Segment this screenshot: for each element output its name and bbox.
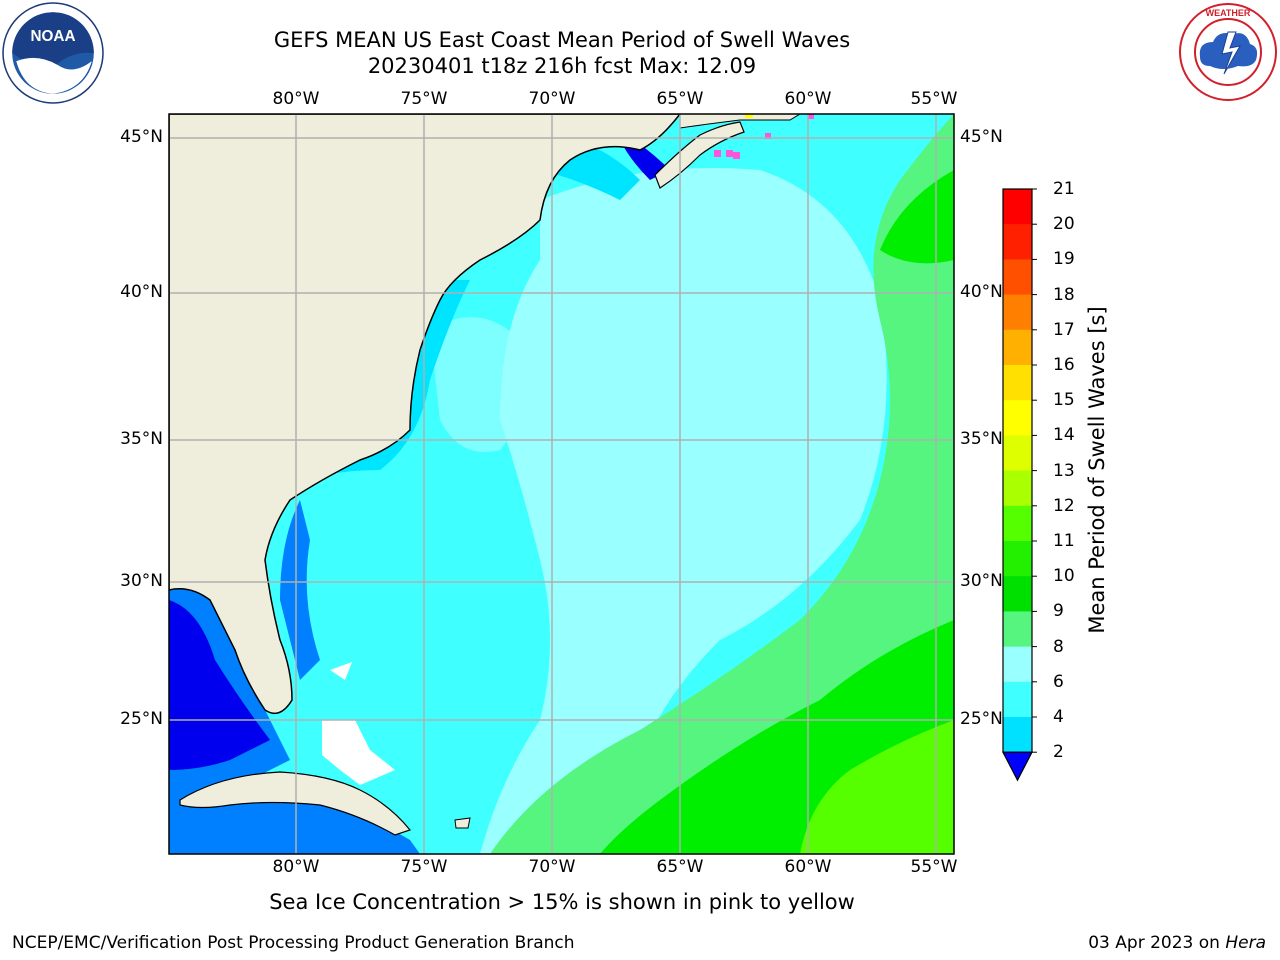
colorbar-segment: [1003, 435, 1032, 472]
colorbar-label: Mean Period of Swell Waves [s]: [1085, 306, 1109, 634]
colorbar-tick-label: 21: [1053, 179, 1075, 199]
colorbar-segment: [1003, 611, 1032, 648]
map-subtitle: 20230401 t18z 216h fcst Max: 12.09: [367, 54, 757, 78]
lat-label-right: 45°N: [960, 127, 1003, 147]
colorbar-segment: [1003, 329, 1032, 366]
footer-date-text: 03 Apr 2023 on: [1088, 933, 1226, 953]
lon-label-top: 75°W: [400, 89, 448, 109]
colorbar-segment: [1003, 365, 1032, 401]
bahamas-banks: [322, 720, 395, 785]
footer-date: 03 Apr 2023 on Hera: [1088, 933, 1266, 953]
lon-label-bottom: 75°W: [400, 857, 448, 877]
colorbar-tick-label: 8: [1053, 636, 1064, 657]
colorbar-segment: [1003, 646, 1032, 683]
colorbar-tick-label: 20: [1053, 214, 1075, 235]
lat-label-left: 45°N: [120, 127, 163, 147]
colorbar-tick-label: 9: [1053, 601, 1064, 622]
colorbar-segment: [1003, 400, 1032, 436]
colorbar-tick-label: 16: [1053, 355, 1075, 375]
colorbar-tick-label: 17: [1053, 319, 1075, 340]
sea-ice-note: Sea Ice Concentration > 15% is shown in …: [269, 890, 855, 914]
colorbar-segment: [1003, 259, 1032, 296]
lat-label-right: 25°N: [960, 709, 1003, 729]
colorbar-tick-label: 6: [1053, 671, 1064, 692]
noaa-logo-text: NOAA: [31, 28, 76, 45]
lat-label-right: 30°N: [960, 571, 1003, 591]
colorbar-tick-label: 14: [1053, 425, 1075, 446]
nws-logo: WEATHER: [1179, 3, 1277, 101]
lat-label-right: 40°N: [960, 282, 1003, 302]
map-title: GEFS MEAN US East Coast Mean Period of S…: [273, 28, 851, 52]
noaa-logo: NOAA: [2, 2, 104, 104]
colorbar-tick-label: 13: [1053, 460, 1075, 481]
lon-label-top: 55°W: [910, 89, 958, 109]
lon-label-top: 60°W: [784, 89, 832, 109]
colorbar-tick-label: 4: [1053, 707, 1064, 727]
lat-label-left: 40°N: [120, 282, 163, 302]
lat-label-left: 25°N: [120, 709, 163, 729]
land-cuba: [179, 771, 412, 836]
colorbar-segment: [1003, 189, 1032, 225]
green-light-region: [490, 114, 954, 854]
colorbar-segment: [1003, 541, 1032, 577]
colorbar-segment: [1003, 505, 1032, 542]
footer-producer: NCEP/EMC/Verification Post Processing Pr…: [12, 933, 575, 953]
colorbar-tick-label: 10: [1053, 566, 1075, 587]
lon-label-top: 70°W: [528, 89, 576, 109]
gulf-deep: [169, 600, 270, 770]
colorbar-extend-triangle: [1002, 751, 1033, 782]
colorbar-segment: [1003, 717, 1032, 753]
lon-label-bottom: 70°W: [528, 857, 576, 877]
green-yellow-region: [800, 720, 954, 854]
colorbar-tick-label: 12: [1053, 495, 1075, 516]
lon-label-top: 65°W: [656, 89, 704, 109]
colorbar-segment: [1003, 470, 1032, 507]
ocean-light-region: [480, 168, 887, 854]
lat-label-left: 35°N: [120, 429, 163, 449]
lon-label-top: 80°W: [272, 89, 320, 109]
colorbar-tick-label: 2: [1053, 742, 1064, 763]
svg-text:WEATHER: WEATHER: [1206, 8, 1251, 18]
footer-host: Hera: [1225, 933, 1266, 953]
colorbar-tick-label: 18: [1053, 284, 1075, 305]
lat-label-right: 35°N: [960, 429, 1003, 449]
colorbar-segment: [1003, 681, 1032, 718]
lon-label-bottom: 55°W: [910, 857, 958, 877]
colorbar-segment: [1003, 576, 1032, 612]
sea-ice-marker: [714, 150, 721, 157]
lon-label-bottom: 60°W: [784, 857, 832, 877]
lon-label-bottom: 65°W: [656, 857, 704, 877]
colorbar-segment: [1003, 224, 1032, 260]
lon-label-bottom: 80°W: [272, 857, 320, 877]
colorbar-segment: [1003, 294, 1032, 331]
colorbar-tick-label: 19: [1053, 249, 1075, 270]
colorbar-tick-label: 11: [1053, 531, 1075, 551]
colorbar: [1002, 188, 1037, 782]
colorbar-tick-label: 15: [1053, 390, 1075, 411]
graticule: [169, 114, 954, 854]
lat-label-left: 30°N: [120, 571, 163, 591]
map-frame: [168, 113, 955, 855]
